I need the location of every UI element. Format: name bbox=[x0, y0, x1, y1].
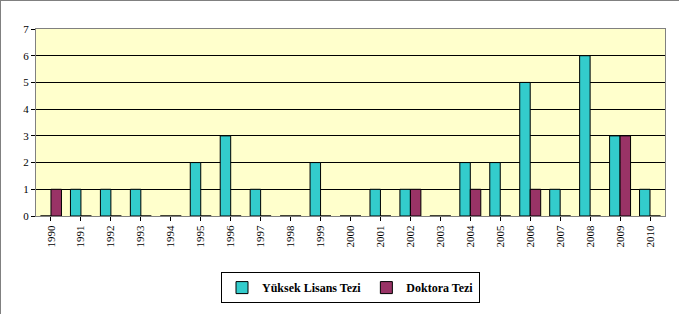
svg-text:2004: 2004 bbox=[464, 225, 476, 248]
svg-text:2007: 2007 bbox=[554, 225, 566, 248]
svg-text:7: 7 bbox=[23, 23, 29, 35]
svg-text:2002: 2002 bbox=[404, 225, 416, 247]
svg-text:2008: 2008 bbox=[584, 225, 596, 248]
svg-text:2001: 2001 bbox=[374, 225, 386, 247]
svg-text:6: 6 bbox=[23, 50, 29, 62]
svg-text:3: 3 bbox=[23, 130, 29, 142]
svg-text:1999: 1999 bbox=[314, 225, 326, 248]
svg-text:2010: 2010 bbox=[644, 225, 656, 248]
svg-text:1990: 1990 bbox=[45, 225, 57, 248]
svg-text:2: 2 bbox=[23, 156, 29, 168]
svg-text:1993: 1993 bbox=[134, 225, 146, 248]
svg-text:Yüksek Lisans Tezi: Yüksek Lisans Tezi bbox=[262, 281, 361, 295]
svg-text:4: 4 bbox=[23, 103, 29, 115]
svg-text:1991: 1991 bbox=[75, 225, 87, 247]
svg-text:2005: 2005 bbox=[494, 225, 506, 248]
svg-text:1992: 1992 bbox=[104, 225, 116, 247]
svg-text:2003: 2003 bbox=[434, 225, 446, 248]
svg-text:2000: 2000 bbox=[344, 225, 356, 248]
svg-text:1996: 1996 bbox=[224, 225, 236, 248]
svg-text:1: 1 bbox=[23, 183, 29, 195]
svg-text:Doktora Tezi: Doktora Tezi bbox=[406, 281, 473, 295]
svg-text:1995: 1995 bbox=[194, 225, 206, 248]
svg-text:1998: 1998 bbox=[284, 225, 296, 248]
svg-text:5: 5 bbox=[23, 76, 29, 88]
svg-text:2006: 2006 bbox=[524, 225, 536, 248]
svg-text:2009: 2009 bbox=[614, 225, 626, 248]
svg-text:1994: 1994 bbox=[164, 225, 176, 248]
svg-text:1997: 1997 bbox=[254, 225, 266, 248]
svg-text:0: 0 bbox=[23, 210, 29, 222]
